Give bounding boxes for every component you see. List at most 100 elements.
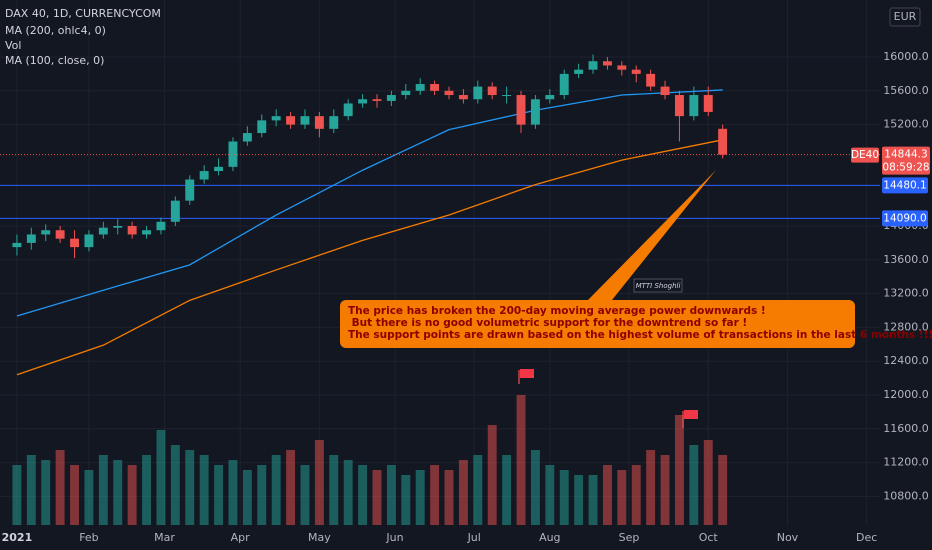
volume-bar (300, 465, 310, 525)
flag (518, 369, 534, 384)
candle-body (660, 86, 670, 96)
candle-body (386, 95, 396, 101)
candle-body (257, 120, 267, 134)
candle-body (674, 95, 684, 117)
volume-bar (502, 455, 512, 525)
candle-body (602, 61, 612, 66)
candle-body (502, 95, 512, 97)
candle-body (487, 86, 497, 96)
candle-body (559, 73, 569, 96)
candle-body (574, 69, 584, 74)
volume-bar (271, 455, 281, 525)
x-tick-label: Oct (699, 531, 719, 544)
currency-box[interactable] (889, 7, 921, 27)
volume-bar (127, 465, 137, 525)
candle-body (286, 116, 296, 125)
watermark-box (633, 278, 683, 293)
volume-bar (185, 450, 195, 525)
volume-bar (98, 455, 108, 525)
volume-bar (415, 470, 425, 525)
volume-bar (660, 455, 670, 525)
volume-bar (674, 415, 684, 525)
volume-bar (314, 440, 324, 525)
volume-bar (142, 455, 152, 525)
y-tick-label: 13600.0 (883, 253, 929, 266)
volume-bar (84, 470, 94, 525)
volume-bar (228, 460, 238, 525)
symbol-tag (851, 147, 879, 163)
ma-line (16, 139, 723, 376)
volume-bar (214, 465, 224, 525)
candle-body (415, 84, 425, 91)
annotation-text: But there is no good volumetric support … (348, 317, 747, 329)
legend-entry: Vol (5, 39, 21, 52)
volume-layer (12, 395, 728, 525)
volume-bar (545, 465, 555, 525)
candle-body (300, 116, 310, 125)
candle-body (588, 61, 598, 70)
candle-body (358, 99, 368, 104)
volume-bar (26, 455, 36, 525)
volume-bar (41, 460, 51, 525)
volume-bar (689, 445, 699, 525)
candle-body (98, 227, 108, 235)
volume-bar (487, 425, 497, 525)
volume-bar (718, 455, 728, 525)
level-label: 14090.0 (883, 212, 926, 224)
volume-bar (516, 395, 526, 525)
candle-body (228, 141, 238, 167)
volume-bar (588, 475, 598, 525)
x-tick-label: Mar (154, 531, 175, 544)
candle-body (55, 230, 65, 239)
volume-bar (444, 470, 454, 525)
candle-body (127, 226, 137, 235)
candle-body (214, 166, 224, 172)
x-tick-label: Aug (539, 531, 560, 544)
y-tick-label: 11600.0 (883, 422, 929, 435)
x-tick-label: Jul (467, 531, 481, 544)
volume-bar (372, 470, 382, 525)
y-tick-label: 12800.0 (883, 320, 929, 333)
price-tag (882, 146, 930, 175)
price-layer (0, 54, 880, 376)
volume-bar (113, 460, 123, 525)
symbol: DE40 (851, 149, 879, 161)
volume-bar (617, 470, 627, 525)
volume-bar (199, 455, 209, 525)
volume-bar (401, 475, 411, 525)
candle-body (113, 226, 123, 228)
volume-bar (559, 470, 569, 525)
candle-body (271, 116, 281, 121)
volume-bar (343, 460, 353, 525)
candle-body (703, 95, 713, 112)
candle-body (41, 230, 51, 235)
legend: DAX 40, 1D, CURRENCYCOM MA (200, ohlc4, … (5, 7, 161, 67)
ma-line (16, 89, 723, 317)
candle-body (156, 221, 166, 231)
y-tick-label: 11200.0 (883, 456, 929, 469)
last-price: 14844.3 (884, 149, 927, 161)
y-tick-label: 16000.0 (883, 50, 929, 63)
candle-body (12, 242, 22, 248)
x-tick-label: May (308, 531, 331, 544)
currency[interactable]: EUR (894, 10, 917, 23)
candle-body (458, 95, 468, 100)
candle-body (372, 99, 382, 101)
volume-bar (257, 465, 267, 525)
candle-body (631, 69, 641, 74)
flag (682, 410, 698, 428)
candle-body (242, 133, 252, 142)
x-tick-label: Sep (619, 531, 640, 544)
candle-body (142, 230, 152, 235)
candle-body (617, 65, 627, 70)
candle-body (689, 95, 699, 117)
watermark: MTTI Shoghli (636, 282, 681, 290)
volume-bar (358, 465, 368, 525)
volume-bar (430, 465, 440, 525)
overlay-layer: MTTI Shoghli The price has broken the 20… (340, 170, 932, 428)
volume-bar (70, 465, 79, 525)
candle-body (70, 238, 79, 248)
y-tick-label: 12400.0 (883, 354, 929, 367)
